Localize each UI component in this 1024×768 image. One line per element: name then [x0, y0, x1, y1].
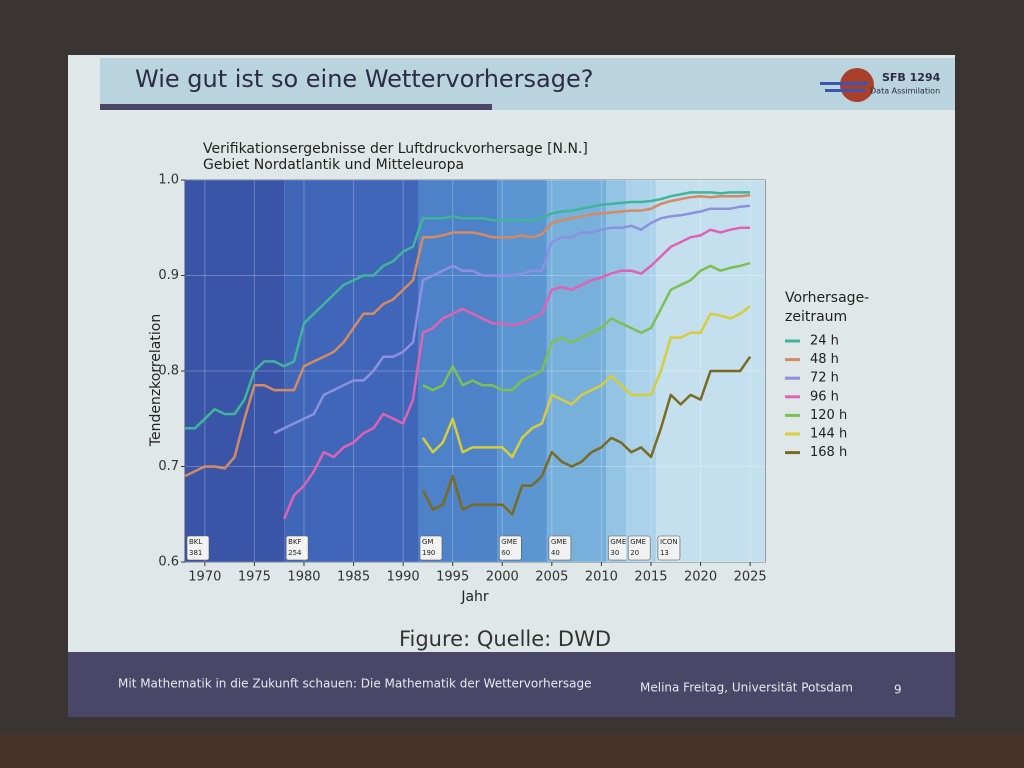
era-label: BKL — [189, 538, 202, 546]
era-box — [285, 535, 309, 561]
era-box — [657, 535, 681, 561]
legend-label: 144 h — [810, 427, 847, 442]
footer-right: Melina Freitag, Universität Potsdam — [640, 681, 853, 695]
era-label: BKF — [288, 538, 301, 546]
x-tick-label: 2005 — [535, 570, 568, 585]
y-tick-label: 1.0 — [158, 173, 179, 188]
era-label: GM — [422, 538, 433, 546]
era-box — [419, 535, 443, 561]
era-resolution: 13 — [660, 549, 669, 557]
x-tick-label: 2015 — [634, 570, 667, 585]
era-box — [499, 535, 522, 561]
era-band — [185, 180, 285, 562]
series-line — [422, 261, 751, 392]
logo-stripe — [825, 89, 865, 92]
era-band — [417, 180, 498, 562]
x-tick-label: 2000 — [486, 570, 519, 585]
x-axis-label: Jahr — [460, 589, 489, 605]
era-label: ICON — [660, 538, 678, 546]
era-box — [548, 535, 572, 561]
logo-stripe — [820, 82, 868, 85]
x-tick-label: 1975 — [238, 570, 271, 585]
era-resolution: 381 — [189, 549, 202, 557]
y-tick-label: 0.8 — [158, 364, 179, 379]
era-label: GME — [610, 538, 626, 546]
slide-title: Wie gut ist so eine Wettervorhersage? — [135, 65, 593, 93]
footer-left: Mit Mathematik in die Zukunft schauen: D… — [118, 677, 592, 691]
era-band — [546, 180, 607, 562]
floor-edge — [0, 735, 1024, 768]
era-resolution: 190 — [422, 549, 435, 557]
x-tick-label: 1985 — [337, 570, 370, 585]
x-tick-label: 1970 — [188, 570, 221, 585]
chart-title: Verifikationsergebnisse der Luftdruckvor… — [203, 141, 588, 157]
series-line — [185, 191, 751, 430]
series-line — [421, 305, 751, 459]
y-tick-label: 0.9 — [158, 268, 179, 283]
era-box — [627, 535, 651, 561]
era-band — [284, 180, 418, 562]
era-band — [606, 180, 627, 562]
era-resolution: 254 — [288, 549, 302, 557]
logo-subtitle: Data Assimilation — [870, 87, 940, 96]
x-tick-label: 1990 — [387, 570, 420, 585]
era-band — [497, 180, 547, 562]
legend-label: 24 h — [810, 334, 839, 349]
chart-subtitle: Gebiet Nordatlantik und Mitteleuropa — [203, 157, 464, 173]
x-tick-label: 2025 — [734, 570, 767, 585]
x-tick-label: 2020 — [684, 570, 717, 585]
legend-title: Vorhersage- — [785, 290, 869, 306]
legend-label: 48 h — [810, 352, 839, 367]
era-resolution: 60 — [501, 549, 510, 557]
title-underline — [100, 104, 492, 110]
era-label: GME — [501, 538, 517, 546]
series-line — [282, 226, 751, 520]
legend-label: 72 h — [810, 371, 839, 386]
era-resolution: 30 — [610, 549, 619, 557]
y-tick-label: 0.7 — [158, 459, 179, 474]
series-line — [273, 204, 751, 435]
series-line — [184, 194, 751, 478]
footer — [68, 652, 955, 717]
title-bar — [100, 58, 955, 110]
legend-label: 120 h — [810, 408, 847, 423]
legend-title: zeitraum — [785, 309, 847, 325]
era-resolution: 40 — [551, 549, 560, 557]
y-axis-label: Tendenzkorrelation — [148, 314, 164, 447]
caption: Figure: Quelle: DWD — [399, 627, 611, 651]
era-label: GME — [630, 538, 646, 546]
legend-label: 96 h — [810, 389, 839, 404]
era-band — [626, 180, 656, 562]
era-label: GME — [551, 538, 567, 546]
x-tick-label: 1995 — [436, 570, 469, 585]
x-tick-label: 1980 — [287, 570, 320, 585]
x-tick-label: 2010 — [585, 570, 618, 585]
era-box — [186, 535, 210, 561]
legend-label: 168 h — [810, 445, 847, 460]
series-line — [421, 355, 752, 516]
page-number: 9 — [894, 683, 902, 697]
logo-title: SFB 1294 — [882, 71, 941, 84]
y-tick-label: 0.6 — [158, 555, 179, 570]
era-resolution: 20 — [630, 549, 639, 557]
